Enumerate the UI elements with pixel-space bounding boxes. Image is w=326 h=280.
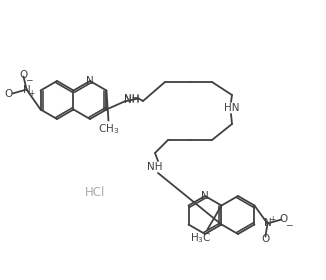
- Text: N: N: [201, 191, 209, 201]
- Text: O: O: [20, 69, 28, 80]
- Text: O: O: [5, 88, 13, 99]
- Text: N: N: [23, 85, 30, 95]
- Text: −: −: [25, 75, 32, 84]
- Text: +: +: [28, 89, 35, 98]
- Text: CH$_3$: CH$_3$: [98, 123, 119, 136]
- Text: O: O: [279, 214, 288, 225]
- Text: NH: NH: [124, 94, 139, 104]
- Text: +: +: [269, 215, 276, 224]
- Text: N: N: [264, 218, 271, 228]
- Text: HN: HN: [224, 103, 240, 113]
- Text: HCl: HCl: [85, 186, 105, 199]
- Text: O: O: [261, 235, 270, 244]
- Text: NH: NH: [147, 162, 163, 172]
- Text: N: N: [86, 76, 94, 86]
- Text: −: −: [285, 220, 292, 229]
- Text: H$_3$C: H$_3$C: [190, 232, 211, 245]
- Text: NH: NH: [124, 95, 139, 104]
